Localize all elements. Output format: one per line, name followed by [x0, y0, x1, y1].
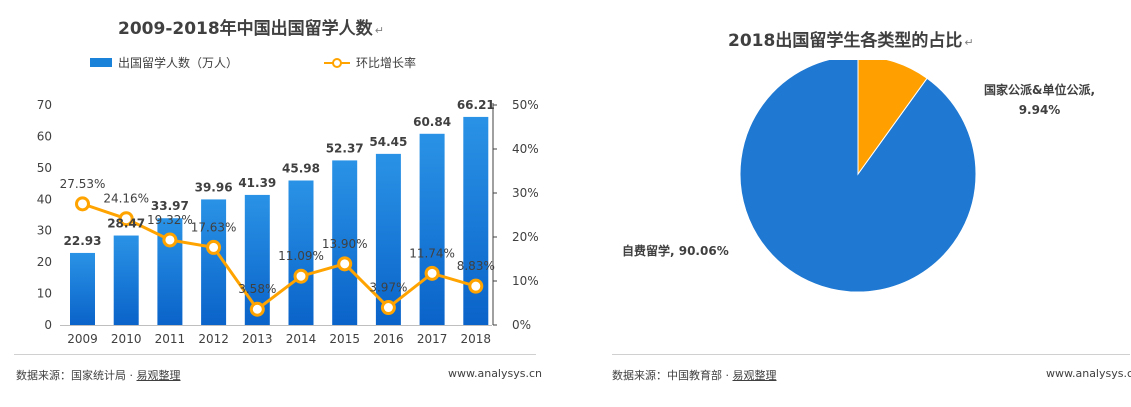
growth-rate-point — [118, 211, 134, 227]
bar — [375, 153, 401, 325]
y-tick-left: 30 — [37, 224, 52, 238]
pie-label-self: 自费留学, 90.06% — [622, 242, 729, 259]
bar — [463, 116, 489, 325]
bar-line-chart: 0 10 20 30 40 50 60 70 0% 10% 20% 30% 40% 50% 2009 2010… — [37, 98, 539, 346]
left-footer-source-prefix: 数据来源：国家统计局 · — [16, 369, 137, 382]
x-tick-label: 2009 — [67, 332, 98, 346]
bar — [288, 180, 314, 325]
bar-value-label: 41.39 — [238, 176, 276, 190]
bar — [201, 199, 227, 325]
bar-value-label: 45.98 — [282, 161, 320, 175]
x-tick-label: 2018 — [461, 332, 492, 346]
y-tick-left: 0 — [44, 318, 52, 332]
growth-rate-line — [82, 202, 477, 312]
right-footer-divider — [612, 354, 1130, 355]
rate-value-label: 17.63% — [191, 220, 237, 234]
pie-slice-public — [857, 60, 928, 176]
y-tick-left: 20 — [37, 255, 52, 269]
pilcrow-mark: ↵ — [374, 24, 384, 37]
y-tick-right: 50% — [512, 98, 539, 112]
y-tick-left: 60 — [37, 129, 52, 143]
bar — [332, 160, 358, 325]
growth-rate-point — [380, 300, 396, 316]
growth-rate-point — [206, 239, 222, 255]
growth-rate-point — [249, 301, 265, 317]
bar-value-label: 33.97 — [151, 199, 189, 213]
rate-value-label: 19.32% — [147, 213, 193, 227]
pie-label-public: 国家公派&单位公派, 9.94% — [984, 80, 1095, 120]
pie-label-public-line1: 国家公派&单位公派, — [984, 83, 1096, 97]
y-tick-left: 50 — [37, 161, 52, 175]
bar-value-label: 52.37 — [326, 141, 364, 155]
legend-line-label: 环比增长率 — [356, 56, 417, 70]
pie-label-self-text: 自费留学, 90.06% — [622, 244, 729, 258]
rate-value-label: 3.97% — [369, 281, 407, 295]
growth-rate-point — [337, 256, 353, 272]
x-tick-label: 2013 — [242, 332, 273, 346]
y-tick-right: 0% — [512, 318, 531, 332]
y-tick-left: 10 — [37, 287, 52, 301]
x-tick-label: 2012 — [198, 332, 229, 346]
pie-label-public-line2: 9.94% — [1018, 103, 1061, 117]
x-tick-label: 2011 — [155, 332, 186, 346]
left-chart-title: 2009-2018年中国出国留学人数 ↵ — [118, 14, 384, 39]
growth-rate-point — [75, 196, 90, 212]
bar — [419, 133, 445, 325]
x-tick-label: 2016 — [373, 332, 404, 346]
x-tick-label: 2010 — [111, 332, 142, 346]
legend-line-swatch — [324, 57, 351, 68]
y-tick-right: 10% — [512, 274, 539, 288]
growth-rate-point — [293, 268, 309, 284]
legend-bar-swatch — [90, 58, 112, 67]
legend: 出国留学人数（万人） 环比增长率 — [90, 54, 416, 71]
y-tick-left: 40 — [37, 192, 52, 206]
left-chart-title-text: 2009-2018年中国出国留学人数 — [118, 19, 373, 39]
legend-bar-label: 出国留学人数（万人） — [118, 56, 239, 70]
pilcrow-mark: ↵ — [964, 36, 974, 49]
left-footer-source-link[interactable]: 易观整理 — [136, 369, 181, 382]
bar-value-label: 66.21 — [457, 98, 495, 112]
bar-value-label: 54.45 — [369, 135, 407, 149]
growth-rate-point — [424, 265, 440, 281]
rate-value-label: 8.83% — [457, 259, 495, 273]
right-footer-source-link[interactable]: 易观整理 — [732, 369, 777, 382]
y-tick-right: 40% — [512, 142, 539, 156]
right-chart-title: 2018出国留学生各类型的占比 ↵ — [728, 26, 974, 51]
bar-value-label: 28.47 — [107, 217, 145, 231]
bar — [70, 252, 95, 325]
growth-rate-point — [468, 278, 484, 294]
bar-value-label: 60.84 — [413, 115, 451, 129]
y-tick-right: 30% — [512, 186, 539, 200]
y-tick-right: 20% — [512, 230, 539, 244]
left-footer-source: 数据来源：国家统计局 · 易观整理 — [16, 367, 181, 383]
bar-value-label: 39.96 — [195, 180, 233, 194]
bar — [113, 235, 139, 325]
right-footer-site[interactable]: www.analysys.cn — [1046, 367, 1131, 380]
rate-value-label: 13.90% — [322, 237, 368, 251]
y-tick-left: 70 — [37, 98, 52, 112]
rate-value-label: 11.09% — [278, 249, 324, 263]
rate-value-label: 24.16% — [103, 192, 149, 206]
right-footer-source: 数据来源：中国教育部 · 易观整理 — [612, 367, 777, 383]
left-footer-divider — [14, 354, 536, 355]
rate-value-label: 3.58% — [238, 282, 276, 296]
growth-rate-point — [162, 232, 178, 248]
right-footer-source-prefix: 数据来源：中国教育部 · — [612, 369, 733, 382]
pie-chart — [739, 60, 977, 293]
pie-slice-self — [739, 60, 977, 293]
x-tick-label: 2017 — [417, 332, 448, 346]
x-tick-label: 2015 — [329, 332, 360, 346]
x-tick-label: 2014 — [286, 332, 317, 346]
bar-value-label: 22.93 — [64, 234, 102, 248]
right-chart-title-text: 2018出国留学生各类型的占比 — [728, 31, 963, 51]
rate-value-label: 11.74% — [409, 246, 455, 260]
rate-value-label: 27.53% — [60, 177, 106, 191]
left-footer-site[interactable]: www.analysys.cn — [448, 367, 542, 380]
